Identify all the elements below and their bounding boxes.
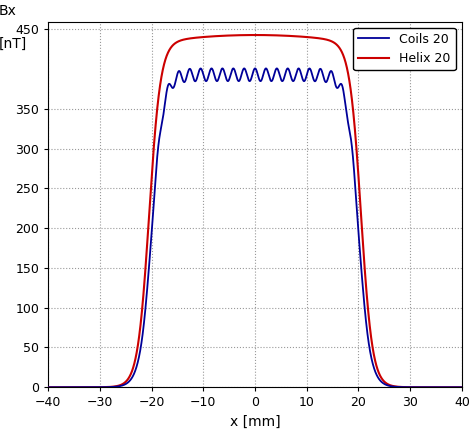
Coils 20: [203, 78, 209, 84]
Coils 20: [385, 383, 391, 388]
Helix 20: [385, 382, 391, 387]
Line: Coils 20: Coils 20: [48, 68, 462, 387]
Legend: Coils 20, Helix 20: Coils 20, Helix 20: [353, 28, 456, 70]
Helix 20: [293, 34, 299, 39]
Coils 20: [241, 66, 247, 71]
Helix 20: [120, 381, 126, 386]
Helix 20: [314, 36, 320, 41]
Text: Bx: Bx: [0, 4, 17, 18]
Helix 20: [252, 32, 258, 38]
Coils 20: [46, 385, 51, 390]
Coils 20: [314, 74, 320, 79]
Line: Helix 20: Helix 20: [48, 35, 462, 387]
Helix 20: [354, 153, 360, 158]
Coils 20: [354, 209, 360, 214]
Helix 20: [46, 385, 51, 390]
Helix 20: [459, 385, 465, 390]
Coils 20: [120, 382, 126, 388]
Coils 20: [293, 70, 299, 75]
X-axis label: x [mm]: x [mm]: [230, 415, 281, 429]
Text: [nT]: [nT]: [0, 37, 27, 51]
Coils 20: [459, 385, 465, 390]
Helix 20: [203, 34, 209, 39]
